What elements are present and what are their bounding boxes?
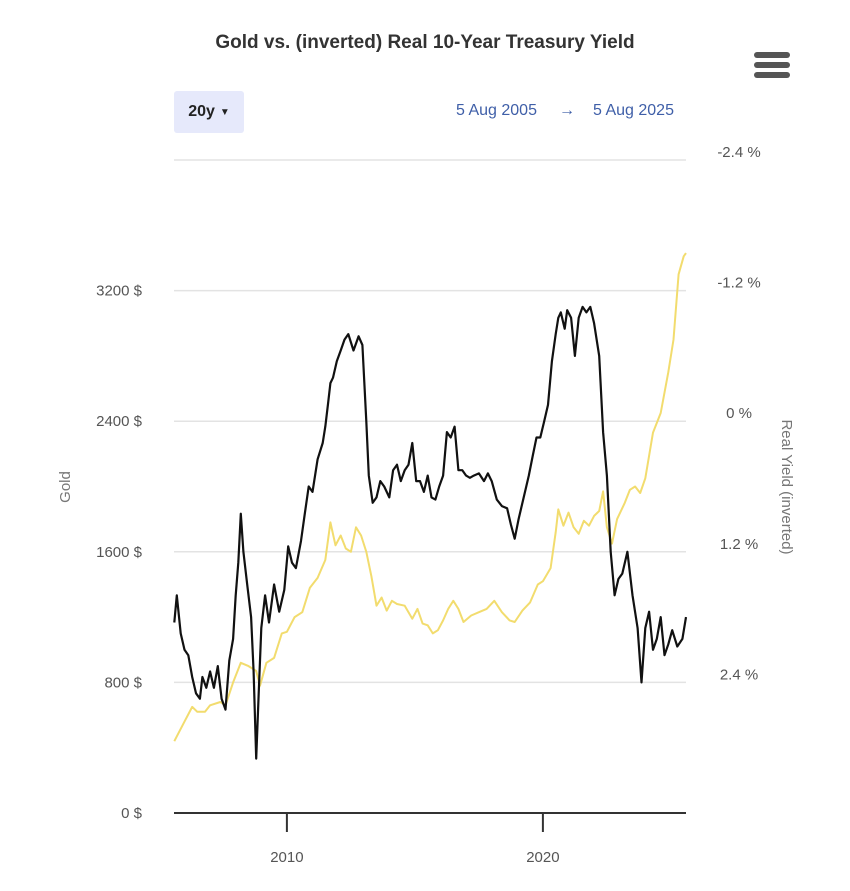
chart-menu-button[interactable] (752, 50, 792, 82)
range-selector-button[interactable]: 20y ▼ (174, 91, 244, 133)
x-axis-ticks: 2010 2020 (270, 813, 560, 866)
y-axis-left-label: Gold (57, 471, 74, 503)
series-line-gold (173, 252, 687, 742)
x-tick-label-2020: 2020 (526, 849, 559, 866)
y-axis-right-ticks: -2.4 % -1.2 % 0 % 1.2 % 2.4 % (717, 144, 760, 683)
y-left-tick-label-1: 800 $ (104, 674, 142, 691)
chart-title: Gold vs. (inverted) Real 10-Year Treasur… (215, 32, 635, 53)
range-arrow-icon: → (559, 102, 575, 119)
range-selector-label: 20y (188, 103, 215, 120)
series-line-real-yield (173, 305, 688, 760)
y-axis-left-ticks: 0 $ 800 $ 1600 $ 2400 $ 3200 $ (96, 283, 143, 822)
grid-lines (174, 159, 686, 684)
range-start-date[interactable]: 5 Aug 2005 (456, 102, 537, 119)
series-layer (173, 252, 688, 760)
y-right-tick-label-0: -2.4 % (717, 144, 760, 161)
y-right-tick-label-4: 2.4 % (720, 666, 758, 683)
y-left-tick-label-2: 1600 $ (96, 544, 143, 561)
y-right-tick-label-2: 0 % (726, 405, 752, 422)
y-left-tick-label-3: 2400 $ (96, 413, 143, 430)
y-axis-right-label: Real Yield (inverted) (778, 419, 795, 554)
y-left-tick-label-4: 3200 $ (96, 283, 143, 300)
range-end-date[interactable]: 5 Aug 2025 (593, 102, 674, 119)
y-left-tick-label-0: 0 $ (121, 805, 143, 822)
x-tick-label-2010: 2010 (270, 849, 303, 866)
caret-down-icon: ▼ (219, 106, 230, 118)
y-right-tick-label-1: -1.2 % (717, 275, 760, 292)
y-right-tick-label-3: 1.2 % (720, 536, 758, 553)
